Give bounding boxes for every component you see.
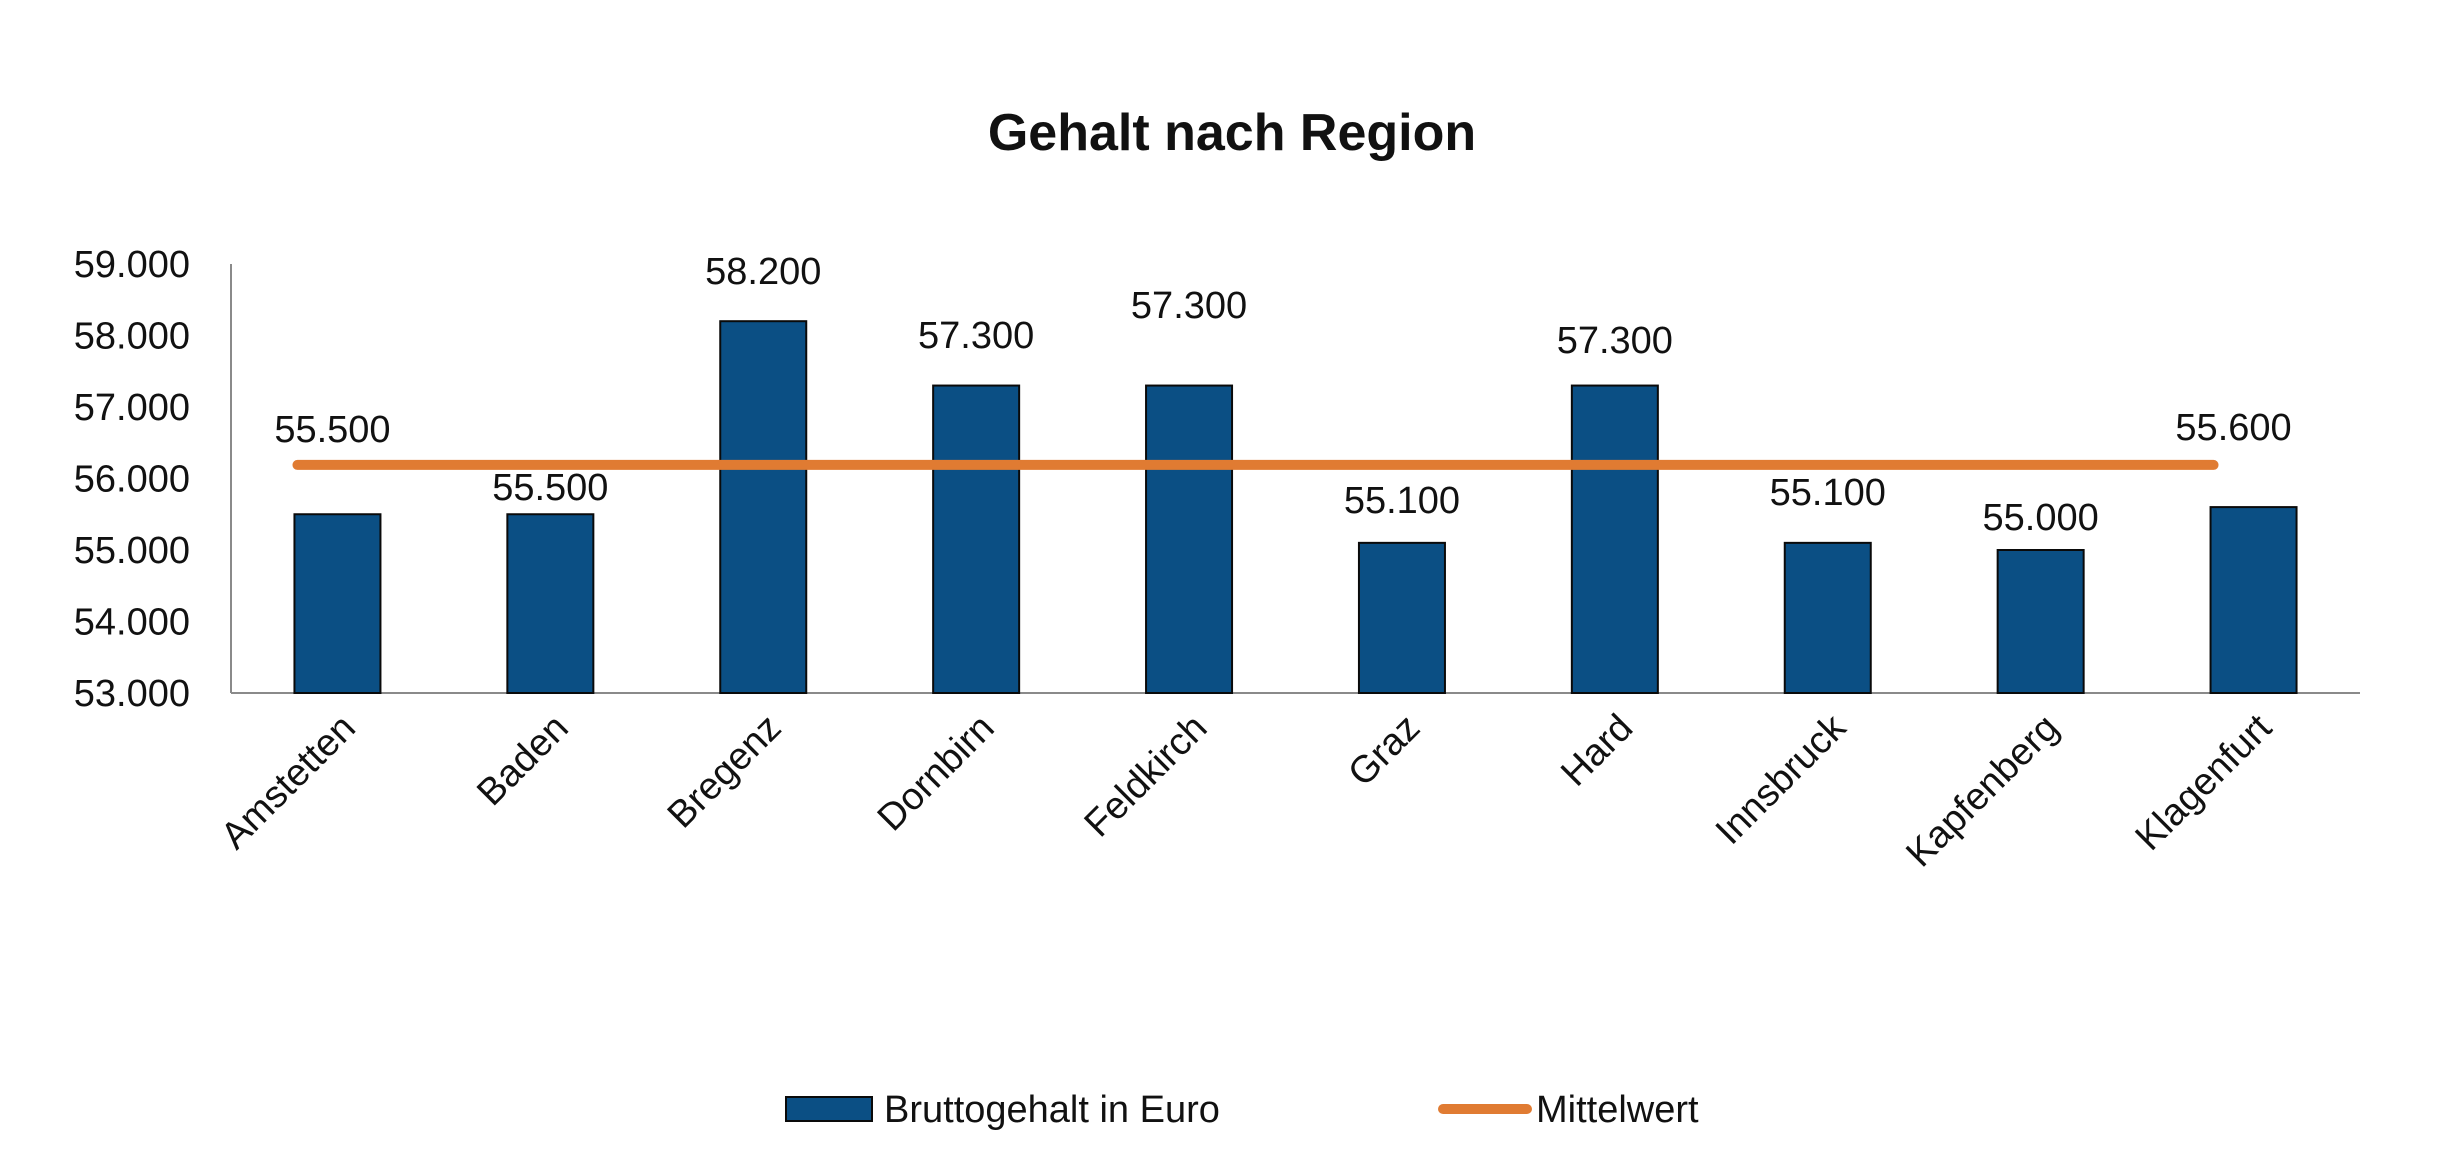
y-tick-label: 59.000: [74, 244, 190, 286]
data-label: 55.500: [492, 467, 608, 509]
bar: [932, 384, 1021, 694]
data-label: 57.300: [918, 315, 1034, 357]
x-tick-label: Bregenz: [660, 707, 790, 837]
x-tick-label: Klagenfurt: [2128, 706, 2281, 859]
x-tick-label: Innsbruck: [1708, 706, 1855, 853]
y-tick-label: 56.000: [74, 459, 190, 501]
data-label: 57.300: [1131, 285, 1247, 327]
data-label: 55.000: [1983, 497, 2099, 539]
x-tick-label: Dornbirn: [870, 707, 1003, 840]
axes: 53.000 54.000 55.000 56.000 57.000 58.000 59.0…: [74, 244, 2360, 715]
bar: [1570, 384, 1659, 694]
bar: [506, 513, 595, 694]
legend-line-label: Mittelwert: [1536, 1089, 1699, 1131]
bar: [1145, 384, 1234, 694]
x-tick-label: Hard: [1553, 707, 1641, 795]
chart-title: Gehalt nach Region: [988, 104, 1476, 162]
data-label: 55.600: [2175, 407, 2291, 449]
bar: [1357, 541, 1446, 694]
x-tick-label: Feldkirch: [1077, 707, 1216, 846]
bar: [1996, 549, 2085, 694]
bar: [1783, 541, 1872, 694]
y-tick-label: 57.000: [74, 387, 190, 429]
bar: [293, 513, 382, 694]
x-axis-labels: Amstetten Baden Bregenz Dornbirn Feldkirch Gr…: [213, 706, 2280, 875]
bar: [719, 320, 808, 694]
x-tick-label: Graz: [1340, 707, 1428, 795]
data-label: 55.100: [1770, 472, 1886, 514]
bars: [293, 320, 2298, 694]
y-tick-label: 54.000: [74, 602, 190, 644]
x-tick-label: Amstetten: [213, 707, 364, 858]
y-tick-label: 58.000: [74, 316, 190, 358]
x-tick-label: Baden: [469, 707, 576, 814]
data-label: 57.300: [1557, 320, 1673, 362]
legend: Bruttogehalt in Euro Mittelwert: [785, 1089, 1699, 1131]
bar: [2209, 506, 2298, 694]
data-labels: 55.500 55.500 58.200 57.300 57.300 55.100 57.3…: [274, 251, 2291, 539]
x-tick-label: Kapfenberg: [1898, 707, 2067, 876]
legend-bar-label: Bruttogehalt in Euro: [884, 1089, 1220, 1131]
legend-bar-swatch: [785, 1096, 873, 1122]
data-label: 55.100: [1344, 480, 1460, 522]
data-label: 55.500: [274, 409, 390, 451]
data-label: 58.200: [705, 251, 821, 293]
y-tick-label: 55.000: [74, 530, 190, 572]
y-tick-label: 53.000: [74, 673, 190, 715]
